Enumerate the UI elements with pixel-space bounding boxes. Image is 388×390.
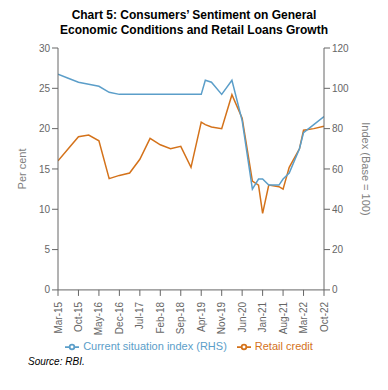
html-text:Current situation index (RHS): Current situation index (RHS): [83, 339, 227, 352]
html-text:Source: RBI.: Source: RBI.: [28, 356, 85, 367]
svg-text:Dec-16: Dec-16: [114, 301, 125, 334]
svg-text:120: 120: [332, 43, 349, 54]
svg-text:80: 80: [332, 123, 344, 134]
svg-text:15: 15: [39, 164, 51, 175]
svg-text:10: 10: [39, 204, 51, 215]
svg-text:25: 25: [39, 83, 51, 94]
svg-text:May-16: May-16: [93, 301, 104, 335]
svg-text:5: 5: [44, 244, 50, 255]
svg-text:Per cent: Per cent: [16, 148, 28, 189]
svg-text:Mar-22: Mar-22: [298, 301, 309, 333]
svg-text:40: 40: [332, 204, 344, 215]
html-text:Chart 5: Consumers’ Sentiment: Chart 5: Consumers’ Sentiment on General…: [60, 8, 328, 37]
svg-text:0: 0: [332, 284, 338, 295]
svg-text:Nov-19: Nov-19: [216, 301, 227, 334]
svg-text:Oct-15: Oct-15: [73, 301, 84, 331]
svg-text:30: 30: [39, 43, 51, 54]
svg-text:Feb-18: Feb-18: [155, 301, 166, 333]
svg-text:Aug-21: Aug-21: [278, 301, 289, 334]
svg-text:Jun-20: Jun-20: [237, 301, 248, 332]
svg-text:100: 100: [332, 83, 349, 94]
svg-text:Mar-15: Mar-15: [53, 301, 64, 333]
svg-text:Oct-22: Oct-22: [319, 301, 330, 331]
svg-text:Index (Base = 100): Index (Base = 100): [360, 122, 372, 215]
html-text:Retail credit: Retail credit: [254, 339, 313, 352]
svg-text:20: 20: [39, 123, 51, 134]
svg-text:0: 0: [44, 284, 50, 295]
svg-text:Apr-19: Apr-19: [196, 301, 207, 331]
svg-text:20: 20: [332, 244, 344, 255]
svg-text:60: 60: [332, 164, 344, 175]
svg-text:Jul-17: Jul-17: [134, 301, 145, 329]
svg-text:Jan-21: Jan-21: [257, 301, 268, 332]
svg-text:Sep-18: Sep-18: [175, 301, 186, 334]
